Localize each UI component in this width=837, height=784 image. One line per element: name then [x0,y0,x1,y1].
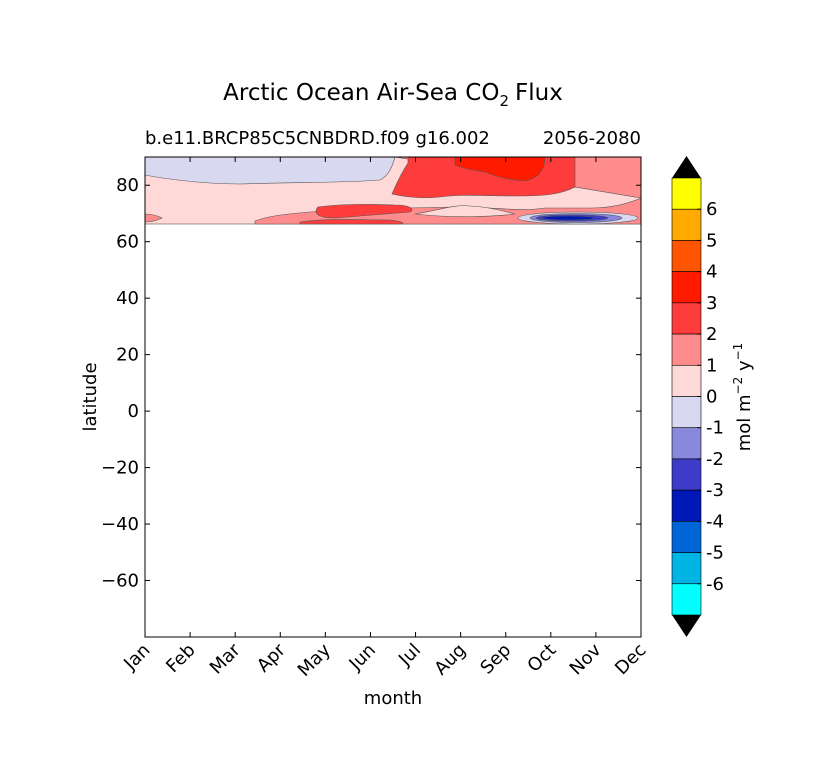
colorbar-tick-label: -5 [706,543,724,564]
colorbar-swatch [671,458,702,491]
x-tick-label: Aug [430,640,470,680]
colorbar-swatch [671,302,702,335]
colorbar-swatch [671,271,702,304]
colorbar-tick-label: 2 [706,324,717,345]
subtitle-run-name: b.e11.BRCP85C5CNBDRD.f09 g16.002 [145,128,490,149]
colorbar-swatch [671,427,702,460]
colorbar-swatch [671,333,702,366]
colorbar-swatch [671,240,702,272]
chart-title: Arctic Ocean Air-Sea CO2 Flux [223,80,563,110]
x-tick-label: Oct [523,640,560,677]
colorbar-extend-min [672,615,701,637]
x-tick-label: Jan [119,640,154,675]
colorbar-tick-label: 1 [706,355,717,376]
y-tick-label: 80 [116,175,139,196]
x-tick-label: May [294,639,335,680]
region-flux-3-to-4 [454,157,546,182]
colorbar-swatch [671,552,702,585]
x-tick-label: Mar [206,639,245,678]
colorbar-swatch [671,583,702,616]
y-tick-label: 20 [116,345,139,366]
x-tick-label: Apr [253,639,290,676]
x-tick-label: Dec [611,640,650,679]
y-tick-label: 0 [128,401,139,422]
colorbar-tick-label: -6 [706,574,724,595]
plot-frame [144,156,642,638]
colorbar-swatch [671,396,702,429]
colorbar-swatch [671,208,702,241]
colorbar-extend-max [672,156,701,178]
contour-fill-group [145,157,641,225]
colorbar-tick-label: 3 [706,293,717,314]
y-axis-label: latitude [80,362,101,431]
colorbar: 6 5 4 3 2 1 0 -1 -2 -3 -4 -5 -6 [671,156,724,637]
colorbar-tick-label: -2 [706,449,724,470]
colorbar-swatch [671,489,702,522]
plot-background [145,157,641,637]
colorbar-tick-label: 6 [706,199,717,220]
x-tick-label: Nov [566,639,606,679]
region-flux-neg1-to-0 [145,157,396,185]
colorbar-tick-label: -4 [706,511,724,532]
region-flux-below-neg3 [541,215,595,221]
y-tick-label: 40 [116,288,139,309]
y-tick-label: −20 [101,458,139,479]
colorbar-swatch [671,364,702,397]
colorbar-label: mol m−2 y−1 [731,343,755,452]
x-tick-label: Sep [476,640,515,679]
colorbar-swatch [671,177,702,210]
colorbar-tick-label: 0 [706,387,717,408]
x-tick-label: Feb [162,640,199,677]
subtitle-period: 2056-2080 [543,128,641,149]
y-tick-label: 60 [116,232,139,253]
colorbar-tick-label: -1 [706,418,724,439]
region-flux-0-to-1-ribbon [414,205,516,217]
x-tick-label: Jul [394,640,425,671]
y-axis: 80 60 40 20 0 −20 −40 −60 [101,175,641,592]
colorbar-tick-label: 4 [706,262,717,283]
colorbar-tick-label: -3 [706,480,724,501]
colorbar-swatch [671,521,702,553]
x-tick-label: Jun [345,640,380,675]
x-axis-label: month [364,688,422,709]
y-tick-label: −60 [101,571,139,592]
colorbar-tick-label: 5 [706,230,717,251]
y-tick-label: −40 [101,514,139,535]
